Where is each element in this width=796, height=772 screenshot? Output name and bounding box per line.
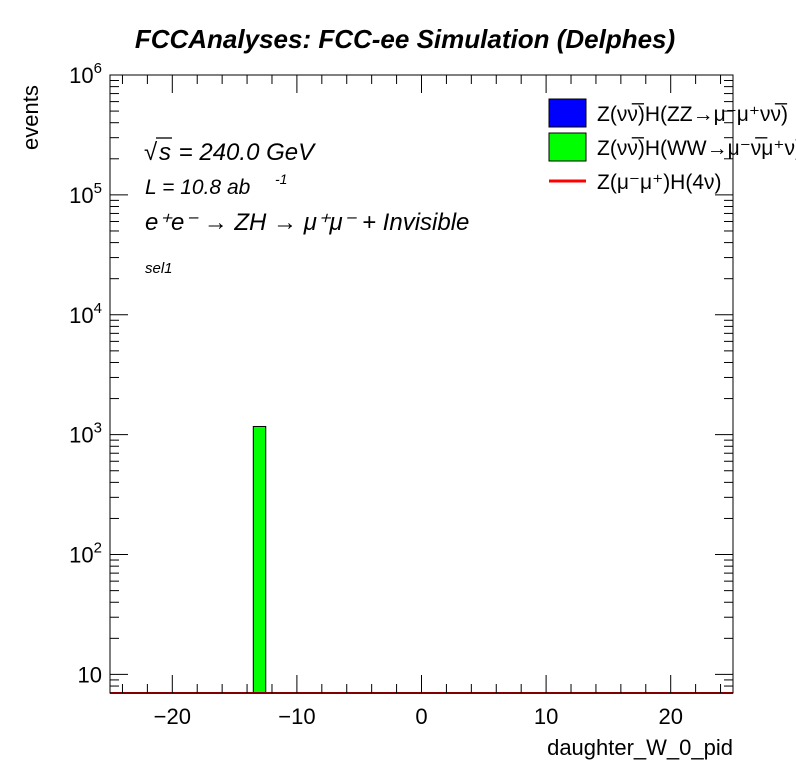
annotation-lumi: L = 10.8 ab -1 (145, 171, 287, 199)
legend-label: Z(νν̅)H(ZZ→μ⁻μ⁺νν̅) (597, 103, 788, 126)
x-tick-label: 20 (658, 704, 682, 729)
y-tick-label: 106 (69, 60, 102, 88)
sqrt-s-label: s (159, 139, 171, 166)
plot-frame (109, 74, 734, 694)
energy-label: = 240.0 GeV (172, 139, 316, 166)
legend-label: Z(νν̅)H(WW→μ⁻ν̅μ⁺ν) (597, 137, 796, 160)
histogram-bar (252, 425, 267, 694)
lumi-label: L = 10.8 ab (145, 176, 251, 199)
chart-title: FCCAnalyses: FCC-ee Simulation (Delphes) (135, 24, 675, 54)
x-axis-title: daughter_W_0_pid (547, 735, 733, 760)
histogram-bars (110, 425, 733, 694)
lumi-exponent: -1 (275, 171, 287, 187)
selection-label: sel1 (145, 260, 173, 277)
y-tick-label: 103 (69, 420, 102, 448)
x-tick-label: −20 (154, 704, 191, 729)
x-tick-label: 10 (534, 704, 558, 729)
x-tick-label: −10 (278, 704, 315, 729)
y-tick-label: 10 (78, 662, 102, 687)
process-label: e⁺e⁻ → ZH → μ⁺μ⁻ + Invisible (145, 209, 469, 236)
axes: −20 −10 0 10 20 10 102 103 104 105 106 (69, 60, 733, 729)
legend-label: Z(μ⁻μ⁺)H(4ν) (597, 171, 722, 194)
y-axis-title: events (18, 85, 43, 150)
sqrt-symbol: √ (144, 139, 158, 166)
annotation-energy: √ s = 240.0 GeV (144, 137, 316, 166)
legend-swatch (548, 132, 587, 162)
x-tick-label: 0 (415, 704, 427, 729)
y-tick-label: 104 (69, 300, 102, 328)
y-tick-label: 105 (69, 180, 102, 208)
legend-swatch (548, 98, 587, 128)
legend: Z(νν̅)H(ZZ→μ⁻μ⁺νν̅) Z(νν̅)H(WW→μ⁻ν̅μ⁺ν) Z(… (548, 98, 796, 194)
y-tick-label: 102 (69, 540, 102, 568)
